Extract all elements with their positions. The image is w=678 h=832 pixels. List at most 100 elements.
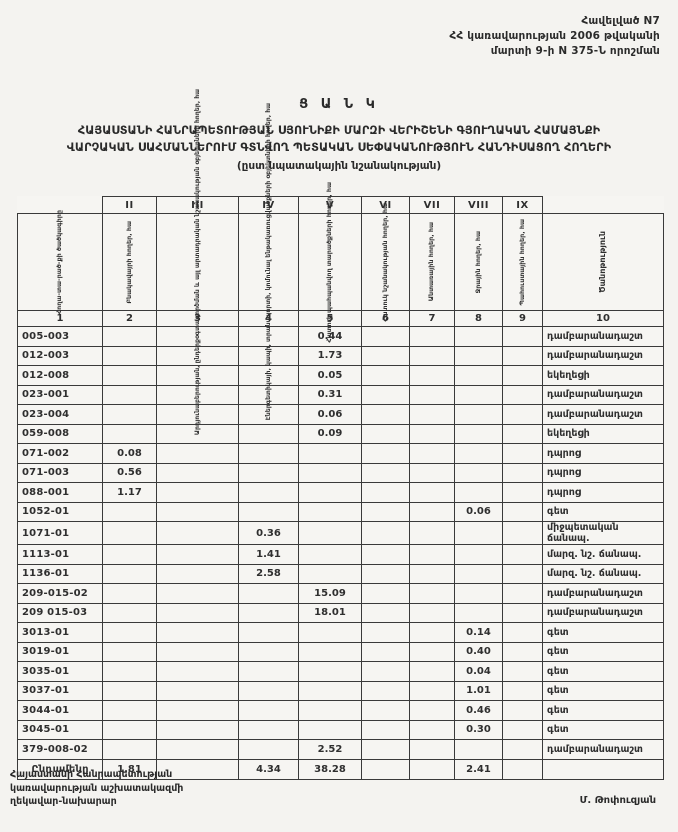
cell-c6 — [361, 365, 410, 386]
cell-c7 — [409, 462, 455, 483]
cell-c3 — [156, 739, 239, 760]
cell-c4 — [238, 462, 299, 483]
cell-c4 — [238, 482, 299, 503]
cell-code: 023-004 — [17, 404, 103, 425]
table-row: 012-008 0.05 եկեղեցի — [17, 365, 664, 386]
cell-c9 — [502, 365, 543, 386]
cell-c9 — [502, 602, 543, 623]
table-row: 3035-01 0.04 գետ — [17, 661, 664, 682]
cell-c8: 0.40 — [454, 641, 503, 662]
cell-c5: 2.52 — [298, 739, 362, 760]
cell-note: դպրոց — [542, 482, 664, 503]
cell-c6 — [361, 602, 410, 623]
cell-note: գետ — [542, 641, 664, 662]
header-cell-special: Հատուկ նշանակության հողեր, հա — [361, 203, 410, 321]
cell-c5 — [298, 700, 362, 721]
cell-note: գետ — [542, 719, 664, 740]
table-row: 071-003 0.56 դպրոց — [17, 462, 664, 483]
reference-line-3: մարտի 9-ի N 375-Ն որոշման — [490, 45, 660, 57]
cell-c6 — [361, 544, 410, 565]
colnum-10: 10 — [542, 310, 664, 327]
cell-c7 — [409, 661, 455, 682]
cell-c7 — [409, 326, 455, 347]
header-label-water: Ջրային հողեր, հա — [473, 230, 482, 294]
cell-c3 — [156, 544, 239, 565]
footer-line-3: ղեկավար-նախարար — [10, 796, 117, 807]
page-title-line-2: ՎԱՐՉԱԿԱՆ ՍԱՀՄԱՆՆԵՐՈՒՄ ԳՏՆՎՈՂ ՊԵՏԱԿԱՆ ՍԵՓ… — [66, 141, 612, 154]
cell-code: 071-003 — [17, 462, 103, 483]
cell-c9 — [502, 544, 543, 565]
colnum-3: 3 — [156, 310, 239, 327]
header-label-protected: Հատուկ պահպանվող տարածքների հողեր, հա — [325, 181, 334, 343]
cell-c8 — [454, 563, 503, 584]
table-total-row: Ընդամենը 1.81 4.34 38.28 2.41 — [17, 758, 664, 780]
document-kind-heading: Ց Ա Ն Կ — [299, 97, 379, 112]
cell-c9 — [502, 482, 543, 503]
cell-note: գետ — [542, 501, 664, 522]
cell-c2 — [102, 544, 157, 565]
cell-code: 209 015-03 — [17, 602, 103, 623]
cell-c5 — [298, 661, 362, 682]
cell-c7 — [409, 384, 455, 405]
cell-c4 — [238, 661, 299, 682]
cell-c9 — [502, 462, 543, 483]
cell-c6 — [361, 680, 410, 701]
cell-c3 — [156, 563, 239, 584]
cell-c3 — [156, 719, 239, 740]
cell-note: եկեղեցի — [542, 423, 664, 444]
table-row: 059-008 0.09 եկեղեցի — [17, 423, 664, 444]
page-subtitle: (ըստ նպատակային նշանակության) — [236, 160, 442, 172]
cell-c3 — [156, 482, 239, 503]
cell-c3 — [156, 680, 239, 701]
cell-c5 — [298, 680, 362, 701]
footer-signature-name: Մ. Թոփուզյան — [579, 795, 656, 806]
roman-numeral-row: II III IV V VI VII VIII IX — [17, 196, 664, 214]
colnum-7: 7 — [409, 310, 455, 327]
cell-c5 — [298, 443, 362, 464]
cell-c2: 1.17 — [102, 482, 157, 503]
cell-c7 — [409, 622, 455, 643]
cell-c7 — [409, 583, 455, 604]
footer-line-1: Հայաստանի Հանրապետության — [10, 769, 173, 780]
cell-c4 — [238, 583, 299, 604]
cell-c5 — [298, 501, 362, 522]
cell-code: 3013-01 — [17, 622, 103, 643]
cell-c7 — [409, 482, 455, 503]
cell-c4 — [238, 622, 299, 643]
column-number-row: 1 2 3 4 5 6 7 8 9 10 — [17, 310, 664, 327]
cell-c4 — [238, 423, 299, 444]
cell-c7 — [409, 700, 455, 721]
header-label-energy: Էներգետիկայի, կապի, տրանսպորտի, կոմունալ… — [264, 103, 272, 421]
cell-c2 — [102, 404, 157, 425]
table-row: 209 015-03 18.01 դամբարանադաշտ — [17, 602, 664, 623]
cell-c2: 0.08 — [102, 443, 157, 464]
cell-c7 — [409, 501, 455, 522]
cell-c9 — [502, 521, 543, 545]
total-c4: 4.34 — [238, 758, 299, 780]
cell-code: 1136-01 — [17, 563, 103, 584]
cell-c9 — [502, 739, 543, 760]
table-row: 023-001 0.31 դամբարանադաշտ — [17, 384, 664, 405]
cell-c8 — [454, 739, 503, 760]
cell-c8: 1.01 — [454, 680, 503, 701]
column-header-row: Հողա-տա-րած-քի ծածկագիրը Բնակավայրի հողե… — [17, 89, 664, 435]
cell-c3 — [156, 661, 239, 682]
total-c6 — [361, 758, 410, 780]
cell-c7 — [409, 521, 455, 545]
table-row: 3019-01 0.40 գետ — [17, 641, 664, 662]
cell-c8 — [454, 602, 503, 623]
cell-c6 — [361, 326, 410, 347]
header-cell-industry: Արդյունաբերության, ընդերքօգտագործման և ա… — [156, 89, 239, 435]
cell-c4: 2.58 — [238, 563, 299, 584]
cell-c8 — [454, 384, 503, 405]
cell-c6 — [361, 462, 410, 483]
cell-c5: 0.06 — [298, 404, 362, 425]
header-label-reserve: Պահուստային հողեր, հա — [517, 218, 526, 306]
cell-c3 — [156, 602, 239, 623]
cell-c2 — [102, 583, 157, 604]
header-cell-water: Ջրային հողեր, հա — [454, 213, 503, 311]
roman-col-7: VII — [409, 196, 455, 214]
cell-code: 012-008 — [17, 365, 103, 386]
cell-code: 1071-01 — [17, 521, 103, 545]
